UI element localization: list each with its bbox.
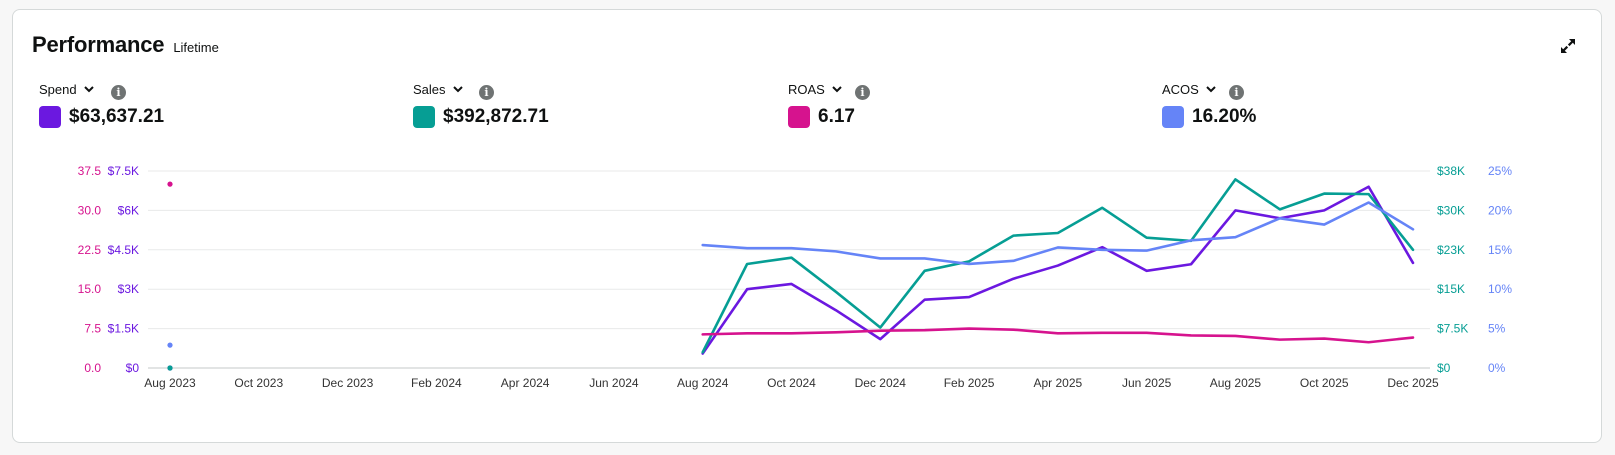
x-axis-tick: Oct 2025: [1300, 376, 1349, 390]
acos-axis-tick: 15%: [1488, 243, 1512, 257]
x-axis-tick: Oct 2024: [767, 376, 816, 390]
sales-axis-tick: $38K: [1437, 164, 1465, 178]
spend-swatch: [39, 106, 61, 128]
roas-axis-tick: 7.5: [84, 322, 101, 336]
roas-axis-tick: 37.5: [78, 164, 102, 178]
x-axis-tick: Jun 2025: [1122, 376, 1172, 390]
page-subtitle: Lifetime: [173, 40, 219, 55]
chevron-down-icon: [832, 86, 842, 93]
sales-series-line: [701, 178, 1415, 354]
acos-value: 16.20%: [1192, 106, 1257, 127]
x-axis-tick: Aug 2024: [677, 376, 729, 390]
sales-axis-tick: $23K: [1437, 243, 1465, 257]
acos-series-line: [701, 201, 1415, 266]
card-header: Performance Lifetime: [32, 32, 219, 58]
chevron-down-icon: [452, 86, 463, 93]
sales-axis-tick: $30K: [1437, 203, 1465, 217]
sales-value: $392,872.71: [443, 106, 549, 127]
spend-axis-tick: $1.5K: [108, 322, 139, 336]
spend-dropdown[interactable]: Spend: [39, 80, 164, 98]
x-axis-tick: Aug 2023: [144, 376, 196, 390]
x-axis-tick: Oct 2023: [234, 376, 283, 390]
x-axis-tick: Jun 2024: [589, 376, 639, 390]
roas-point: [167, 181, 173, 187]
spend-series-line: [701, 185, 1415, 355]
roas-axis-tick: 22.5: [78, 243, 102, 257]
roas-axis-tick: 30.0: [78, 203, 102, 217]
info-icon[interactable]: i: [479, 85, 494, 100]
x-axis-tick: Apr 2024: [501, 376, 550, 390]
sales-swatch: [413, 106, 435, 128]
x-axis-tick: Dec 2024: [855, 376, 907, 390]
roas-dropdown[interactable]: ROAS: [788, 80, 855, 98]
info-icon[interactable]: i: [1229, 85, 1244, 100]
sales-axis-tick: $15K: [1437, 282, 1465, 296]
sales-label: Sales: [413, 81, 446, 97]
sales-dropdown[interactable]: Sales: [413, 80, 549, 98]
info-icon[interactable]: i: [111, 85, 126, 100]
metric-spend: Spend i $63,637.21: [39, 80, 164, 128]
chevron-down-icon: [83, 86, 94, 93]
page-title: Performance: [32, 32, 165, 57]
roas-value: 6.17: [818, 106, 855, 127]
spend-axis-tick: $3K: [118, 282, 139, 296]
acos-dropdown[interactable]: ACOS: [1162, 80, 1256, 98]
acos-point: [167, 342, 173, 348]
performance-card: Performance Lifetime Spend i $63,637.21 …: [12, 9, 1602, 443]
chevron-down-icon: [1206, 86, 1216, 93]
x-axis-tick: Dec 2025: [1387, 376, 1439, 390]
spend-axis-tick: $6K: [118, 203, 139, 217]
sales-axis-tick: $7.5K: [1437, 322, 1468, 336]
spend-axis-tick: $0: [126, 361, 140, 375]
roas-label: ROAS: [788, 81, 825, 97]
spend-axis-tick: $7.5K: [108, 164, 139, 178]
acos-axis-tick: 10%: [1488, 282, 1512, 296]
metric-roas: ROAS i 6.17: [788, 80, 870, 128]
x-axis-tick: Feb 2025: [944, 376, 995, 390]
sales-point: [167, 365, 173, 371]
x-axis-tick: Dec 2023: [322, 376, 374, 390]
roas-axis-tick: 0.0: [84, 361, 101, 375]
x-axis-tick: Aug 2025: [1210, 376, 1262, 390]
metric-sales: Sales i $392,872.71: [413, 80, 549, 128]
acos-axis-tick: 25%: [1488, 164, 1512, 178]
roas-axis-tick: 15.0: [78, 282, 102, 296]
spend-axis-tick: $4.5K: [108, 243, 139, 257]
spend-value: $63,637.21: [69, 106, 165, 127]
acos-axis-tick: 20%: [1488, 203, 1512, 217]
sales-axis-tick: $0: [1437, 361, 1451, 375]
x-axis-tick: Feb 2024: [411, 376, 462, 390]
roas-series-line: [701, 327, 1415, 344]
acos-axis-tick: 0%: [1488, 361, 1506, 375]
roas-swatch: [788, 106, 810, 128]
spend-label: Spend: [39, 81, 77, 97]
metric-acos: ACOS i 16.20%: [1162, 80, 1256, 128]
expand-icon[interactable]: [1559, 37, 1577, 55]
acos-label: ACOS: [1162, 81, 1199, 97]
acos-axis-tick: 5%: [1488, 322, 1506, 336]
info-icon[interactable]: i: [855, 85, 870, 100]
acos-swatch: [1162, 106, 1184, 128]
x-axis-tick: Apr 2025: [1034, 376, 1083, 390]
